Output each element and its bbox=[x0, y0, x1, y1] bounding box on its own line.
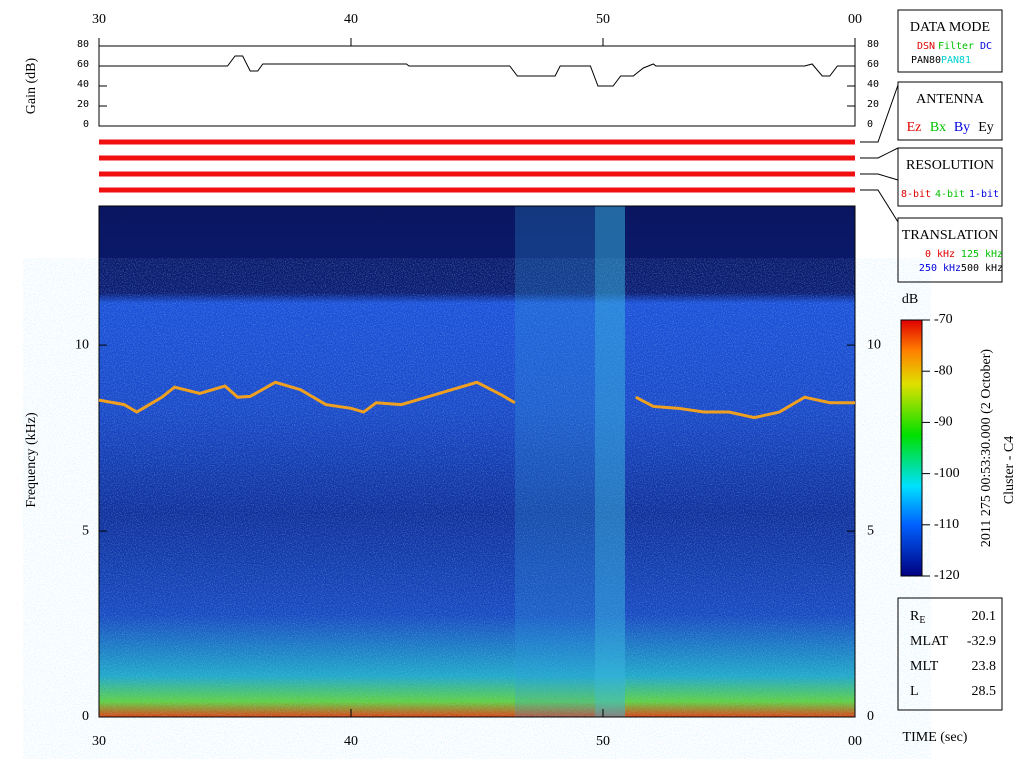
colorbar bbox=[900, 319, 923, 577]
colorbar-tick-label: -80 bbox=[934, 363, 953, 378]
gain-axis-label: Gain (dB) bbox=[24, 57, 39, 114]
y-tick-label: 0 bbox=[82, 709, 89, 724]
y-tick-label: 0 bbox=[867, 709, 874, 724]
info-label: RE bbox=[910, 609, 925, 626]
colorbar-tick-label: -120 bbox=[934, 568, 960, 583]
y-tick-label: 60 bbox=[867, 59, 879, 70]
x-tick-label: 30 bbox=[92, 734, 106, 749]
panel-item: DC bbox=[980, 41, 992, 52]
panel-item: 500 kHz bbox=[961, 263, 1003, 274]
gain-frame bbox=[98, 45, 856, 127]
harmonic-line bbox=[635, 395, 855, 420]
colorbar-tick-label: -110 bbox=[934, 517, 959, 532]
y-tick-label: 5 bbox=[82, 523, 89, 538]
x-tick-label: 30 bbox=[92, 12, 106, 27]
panel-item: Filter bbox=[938, 41, 974, 52]
x-tick-label: 50 bbox=[596, 12, 610, 27]
frequency-axis-label: Frequency (kHz) bbox=[24, 412, 39, 508]
info-box bbox=[897, 597, 1003, 711]
y-tick-label: 0 bbox=[867, 119, 873, 130]
info-label-text: MLAT bbox=[910, 634, 949, 649]
colorbar-label: dB bbox=[902, 292, 918, 307]
panel-title: DATA MODE bbox=[910, 20, 990, 35]
panel-item: Bx bbox=[930, 120, 946, 135]
y-tick-label: 5 bbox=[867, 523, 874, 538]
y-tick-label: 40 bbox=[77, 79, 89, 90]
y-tick-label: 10 bbox=[867, 337, 881, 352]
panel-item: PAN80 bbox=[911, 55, 941, 66]
info-label: L bbox=[910, 684, 919, 699]
panel-title: ANTENNA bbox=[916, 92, 985, 107]
y-tick-label: 40 bbox=[867, 79, 879, 90]
mode-panel bbox=[897, 9, 1003, 73]
harmonic-line bbox=[98, 380, 516, 414]
x-axis-label: TIME (sec) bbox=[903, 730, 968, 745]
info-value: 28.5 bbox=[972, 684, 997, 699]
y-tick-label: 10 bbox=[75, 337, 89, 352]
gain-line bbox=[99, 55, 855, 87]
info-label-sub: E bbox=[919, 615, 925, 626]
info-value: 20.1 bbox=[972, 609, 997, 624]
info-label: MLAT bbox=[910, 634, 949, 649]
info-label-text: L bbox=[910, 684, 919, 699]
date-label: 2011 275 00:53:30.000 (2 October) bbox=[979, 349, 994, 548]
colorbar-tick-label: -70 bbox=[934, 312, 953, 327]
mode-panel bbox=[897, 217, 1003, 283]
y-tick-label: 0 bbox=[83, 119, 89, 130]
y-tick-label: 20 bbox=[867, 99, 879, 110]
spectrogram-image bbox=[99, 206, 855, 717]
panel-item: 125 kHz bbox=[961, 249, 1003, 260]
info-label-text: MLT bbox=[910, 659, 939, 674]
x-tick-label: 00 bbox=[848, 12, 862, 27]
x-tick-label: 00 bbox=[848, 734, 862, 749]
mode-panel bbox=[897, 147, 1003, 207]
colorbar-tick-label: -100 bbox=[934, 466, 960, 481]
panel-item: DSN bbox=[917, 41, 935, 52]
info-value: -32.9 bbox=[967, 634, 996, 649]
panel-item: 8-bit bbox=[901, 189, 931, 200]
info-label: MLT bbox=[910, 659, 939, 674]
info-value: 23.8 bbox=[972, 659, 997, 674]
mode-panel bbox=[897, 81, 1003, 141]
status-bars bbox=[99, 139, 855, 193]
panel-item: 1-bit bbox=[969, 189, 999, 200]
y-tick-label: 20 bbox=[77, 99, 89, 110]
panel-item: 0 kHz bbox=[925, 249, 955, 260]
y-tick-label: 80 bbox=[77, 39, 89, 50]
panel-title: TRANSLATION bbox=[902, 228, 998, 243]
panel-title: RESOLUTION bbox=[906, 158, 994, 173]
info-label-text: R bbox=[910, 609, 920, 624]
x-tick-label: 40 bbox=[344, 12, 358, 27]
panel-item: Ey bbox=[978, 120, 994, 135]
y-tick-label: 60 bbox=[77, 59, 89, 70]
panel-item: 4-bit bbox=[935, 189, 965, 200]
plot-frame bbox=[98, 205, 856, 718]
spacecraft-label: Cluster - C4 bbox=[1002, 436, 1017, 504]
panel-item: By bbox=[954, 120, 970, 135]
panel-item: Ez bbox=[907, 120, 922, 135]
colorbar-tick-label: -90 bbox=[934, 415, 953, 430]
x-tick-label: 40 bbox=[344, 734, 358, 749]
connectors bbox=[860, 84, 899, 223]
panel-item: 250 kHz bbox=[919, 263, 961, 274]
x-tick-label: 50 bbox=[596, 734, 610, 749]
panel-item: PAN81 bbox=[941, 55, 971, 66]
y-tick-label: 80 bbox=[867, 39, 879, 50]
